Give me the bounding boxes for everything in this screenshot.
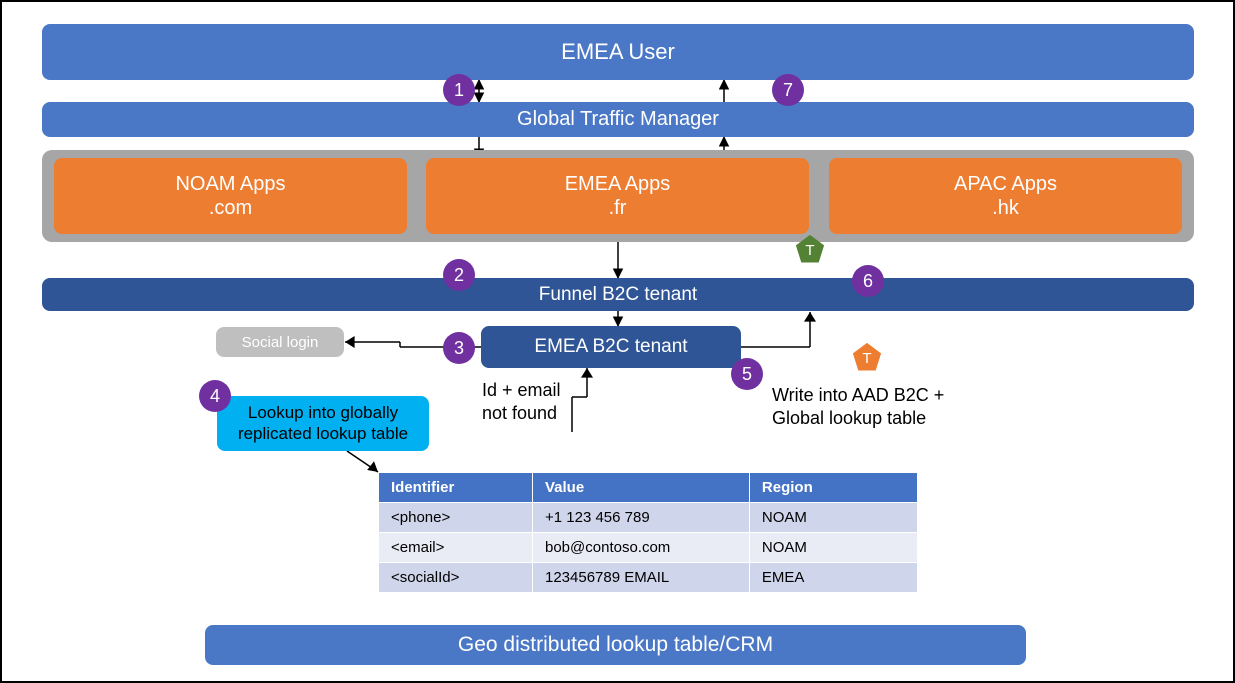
geo_lookup-box: Geo distributed lookup table/CRM — [205, 625, 1026, 665]
token-pentagon-green: T — [795, 234, 825, 264]
emea_user-label: EMEA User — [561, 39, 675, 65]
funnel-label: Funnel B2C tenant — [539, 284, 697, 306]
gtm-box: Global Traffic Manager — [42, 102, 1194, 137]
step-badge-3-label: 3 — [454, 338, 464, 359]
table-row: <phone>+1 123 456 789NOAM — [379, 503, 918, 533]
noam_apps-label-2: .com — [209, 196, 252, 220]
emea_apps-label-2: .fr — [609, 196, 627, 220]
token-pentagon-orange: T — [852, 342, 882, 372]
step-badge-4-label: 4 — [210, 386, 220, 407]
table-cell-value: 123456789 EMAIL — [533, 563, 750, 593]
table-cell-region: NOAM — [749, 503, 917, 533]
step-badge-6: 6 — [852, 265, 884, 297]
step-badge-5-label: 5 — [742, 364, 752, 385]
lookup-col-value: Value — [533, 473, 750, 503]
step-badge-6-label: 6 — [863, 271, 873, 292]
annotation-id_email-l2: not found — [482, 402, 561, 425]
table-cell-identifier: <email> — [379, 533, 533, 563]
table-cell-identifier: <socialId> — [379, 563, 533, 593]
annotation-write_aad-l1: Write into AAD B2C + — [772, 384, 944, 407]
apac_apps-box: APAC Apps.hk — [829, 158, 1182, 234]
annotation-write_aad-l2: Global lookup table — [772, 407, 944, 430]
emea_apps-box: EMEA Apps.fr — [426, 158, 809, 234]
table-cell-region: NOAM — [749, 533, 917, 563]
noam_apps-label-1: NOAM Apps — [175, 172, 285, 196]
lookup_box-label-1: Lookup into globally — [248, 403, 398, 423]
annotation-id_email: Id + emailnot found — [482, 379, 561, 424]
table-cell-value: +1 123 456 789 — [533, 503, 750, 533]
step-badge-1-label: 1 — [454, 80, 464, 101]
gtm-label: Global Traffic Manager — [517, 108, 719, 131]
step-badge-7: 7 — [772, 74, 804, 106]
social-box: Social login — [216, 327, 344, 357]
geo_lookup-label: Geo distributed lookup table/CRM — [458, 633, 773, 657]
table-cell-value: bob@contoso.com — [533, 533, 750, 563]
token-pentagon-green-label: T — [805, 242, 814, 259]
table-cell-region: EMEA — [749, 563, 917, 593]
annotation-write_aad: Write into AAD B2C +Global lookup table — [772, 384, 944, 429]
table-row: <email>bob@contoso.comNOAM — [379, 533, 918, 563]
emea_apps-label-1: EMEA Apps — [565, 172, 671, 196]
step-badge-4: 4 — [199, 380, 231, 412]
lookup-col-region: Region — [749, 473, 917, 503]
table-row: <socialId>123456789 EMAILEMEA — [379, 563, 918, 593]
lookup-col-identifier: Identifier — [379, 473, 533, 503]
funnel-box: Funnel B2C tenant — [42, 278, 1194, 311]
lookup_box-label-2: replicated lookup table — [238, 424, 408, 444]
step-badge-1: 1 — [443, 74, 475, 106]
apac_apps-label-1: APAC Apps — [954, 172, 1057, 196]
emea_b2c-box: EMEA B2C tenant — [481, 326, 741, 368]
social-label: Social login — [242, 334, 319, 351]
token-pentagon-orange-label: T — [862, 350, 871, 367]
emea_user-box: EMEA User — [42, 24, 1194, 80]
lookup_box-box: Lookup into globallyreplicated lookup ta… — [217, 396, 429, 451]
emea_b2c-label: EMEA B2C tenant — [534, 336, 687, 358]
noam_apps-box: NOAM Apps.com — [54, 158, 407, 234]
table-cell-identifier: <phone> — [379, 503, 533, 533]
step-badge-2: 2 — [443, 259, 475, 291]
step-badge-7-label: 7 — [783, 80, 793, 101]
step-badge-2-label: 2 — [454, 265, 464, 286]
apac_apps-label-2: .hk — [992, 196, 1019, 220]
step-badge-5: 5 — [731, 358, 763, 390]
annotation-id_email-l1: Id + email — [482, 379, 561, 402]
lookup-table: IdentifierValueRegion<phone>+1 123 456 7… — [378, 472, 918, 593]
step-badge-3: 3 — [443, 332, 475, 364]
